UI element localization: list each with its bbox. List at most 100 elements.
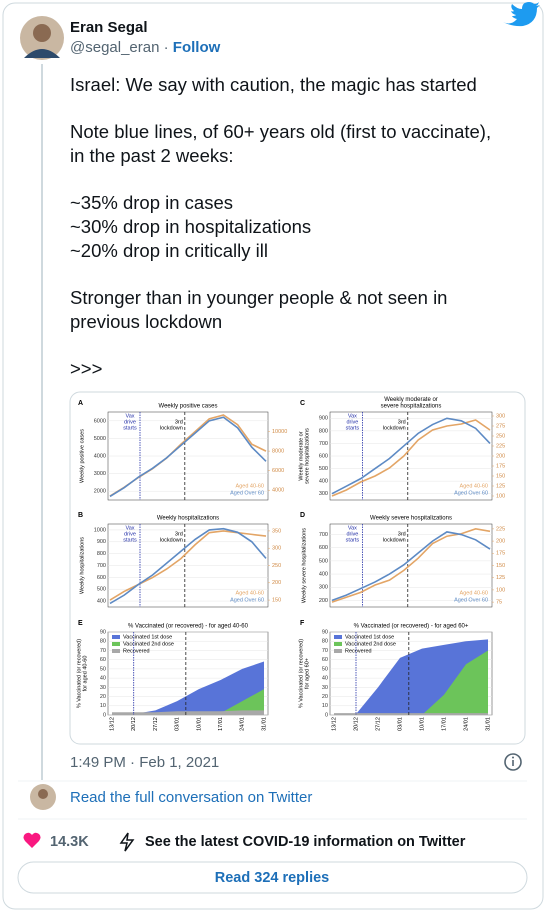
panel-title: Weekly positive cases: [159, 404, 218, 410]
vax-annotation: Vax: [125, 413, 134, 419]
y-tick-label: 300: [319, 491, 328, 497]
y2-tick-label: 10000: [272, 429, 287, 435]
y-tick-label: 500: [319, 558, 328, 564]
legend-label: Aged Over 60: [230, 490, 264, 496]
y2-tick-label: 75: [496, 600, 502, 606]
covid-info[interactable]: See the latest COVID-19 information on T…: [145, 834, 466, 850]
y2-tick-label: 225: [496, 443, 505, 449]
read-replies: Read 324 replies: [215, 870, 329, 886]
tweet-line: Note blue lines, of 60+ years old (first…: [70, 121, 491, 142]
x-tick-label: 31/01: [485, 717, 491, 731]
series-area: [112, 661, 264, 715]
y2-tick-label: 150: [496, 563, 505, 569]
y2-tick-label: 225: [496, 526, 505, 532]
legend-swatch: [112, 649, 120, 653]
legend-label: Vaccinated 2nd dose: [123, 641, 174, 647]
vax-annotation: Vax: [125, 525, 134, 531]
vax-annotation: starts: [346, 425, 360, 431]
y2-tick-label: 200: [496, 453, 505, 459]
y-tick-label: 4000: [94, 453, 106, 459]
author-handle[interactable]: @segal_eran · Follow: [70, 39, 221, 56]
handle: @segal_eran: [70, 39, 159, 56]
x-tick-label: 13/12: [109, 717, 115, 731]
y-tick-label: 900: [319, 416, 328, 422]
x-tick-label: 10/01: [196, 717, 202, 731]
twitter-logo[interactable]: [503, 2, 540, 27]
series-area: [112, 710, 264, 715]
timestamp[interactable]: 1:49 PM · Feb 1, 2021: [70, 754, 219, 771]
vax-annotation: drive: [346, 419, 358, 425]
legend-label: Aged Over 60: [454, 597, 488, 603]
series-line: [109, 416, 267, 498]
y2-tick-label: 350: [272, 528, 281, 534]
panel-title: Weekly severe hospitalizations: [370, 516, 452, 522]
y-tick-label: 300: [319, 585, 328, 591]
y-tick-label: 80: [322, 639, 328, 645]
panel: A Weekly positive cases Weekly positive ca…: [78, 400, 287, 501]
y-tick-label: 6000: [94, 418, 106, 424]
y-axis-label: % Vaccinated (or recovered): [76, 639, 82, 708]
y-tick-label: 20: [322, 694, 328, 700]
y2-tick-label: 175: [496, 463, 505, 469]
legend-label: Aged Over 60: [230, 597, 264, 603]
y-tick-label: 70: [322, 648, 328, 654]
series-area: [334, 650, 488, 715]
y2-tick-label: 250: [496, 433, 505, 439]
read-replies-button[interactable]: [17, 861, 528, 894]
y-tick-label: 50: [100, 666, 106, 672]
separator: ·: [164, 39, 169, 56]
tweet-line: previous lockdown: [70, 311, 222, 332]
read-conversation[interactable]: Read the full conversation on Twitter: [70, 789, 312, 806]
like-count: 14.3K: [50, 834, 89, 850]
panel-letter: C: [300, 400, 305, 407]
y-tick-label: 900: [97, 539, 106, 545]
y2-tick-label: 125: [496, 575, 505, 581]
tweet-line: Israel: We say with caution, the magic h…: [70, 74, 477, 95]
y-tick-label: 1000: [94, 527, 106, 533]
y-tick-label: 500: [319, 466, 328, 472]
author-name[interactable]: Eran Segal: [70, 19, 148, 36]
y2-tick-label: 175: [496, 551, 505, 557]
tweet-line: Stronger than in younger people & not se…: [70, 287, 447, 308]
y-tick-label: 5000: [94, 436, 106, 442]
legend-swatch: [112, 642, 120, 646]
tweet-line: ~30% drop in hospitalizations: [70, 216, 311, 237]
panel-letter: F: [300, 620, 305, 627]
panel-title: severe hospitalizations: [381, 404, 442, 410]
y-tick-label: 700: [319, 532, 328, 538]
y2-tick-label: 100: [496, 493, 505, 499]
legend-label: Vaccinated 1st dose: [123, 634, 172, 640]
y-axis-label: for aged 40-60: [82, 656, 88, 692]
y-tick-label: 80: [100, 639, 106, 645]
like-icon[interactable]: [23, 832, 41, 848]
vax-annotation: drive: [124, 531, 136, 537]
y-axis-label: Weekly hospitalizations: [79, 537, 85, 594]
y-axis-label: Weekly severe hospitalizations: [301, 528, 307, 603]
y-tick-label: 0: [325, 712, 328, 718]
info-icon-dot: [512, 756, 514, 759]
y-tick-label: 600: [319, 545, 328, 551]
y-tick-label: 400: [97, 599, 106, 605]
y-tick-label: 0: [103, 712, 106, 718]
y-tick-label: 50: [322, 666, 328, 672]
info-bolt-icon: [119, 832, 135, 852]
legend-swatch: [334, 635, 342, 639]
x-tick-label: 27/12: [153, 717, 159, 731]
lockdown-annotation: lockdown: [160, 425, 183, 431]
x-tick-label: 03/01: [175, 717, 181, 731]
legend-label: Aged 40-60: [460, 483, 488, 489]
series-line: [331, 531, 491, 602]
y-tick-label: 800: [319, 428, 328, 434]
series-area: [334, 713, 488, 715]
y-tick-label: 400: [319, 479, 328, 485]
vax-annotation: drive: [124, 419, 136, 425]
lockdown-annotation: lockdown: [160, 537, 183, 543]
legend-swatch: [112, 635, 120, 639]
vax-annotation: starts: [123, 425, 137, 431]
info-icon[interactable]: [504, 753, 522, 771]
series-line: [331, 528, 491, 603]
follow[interactable]: Follow: [173, 39, 221, 56]
lockdown-annotation: 3rd: [398, 531, 406, 537]
